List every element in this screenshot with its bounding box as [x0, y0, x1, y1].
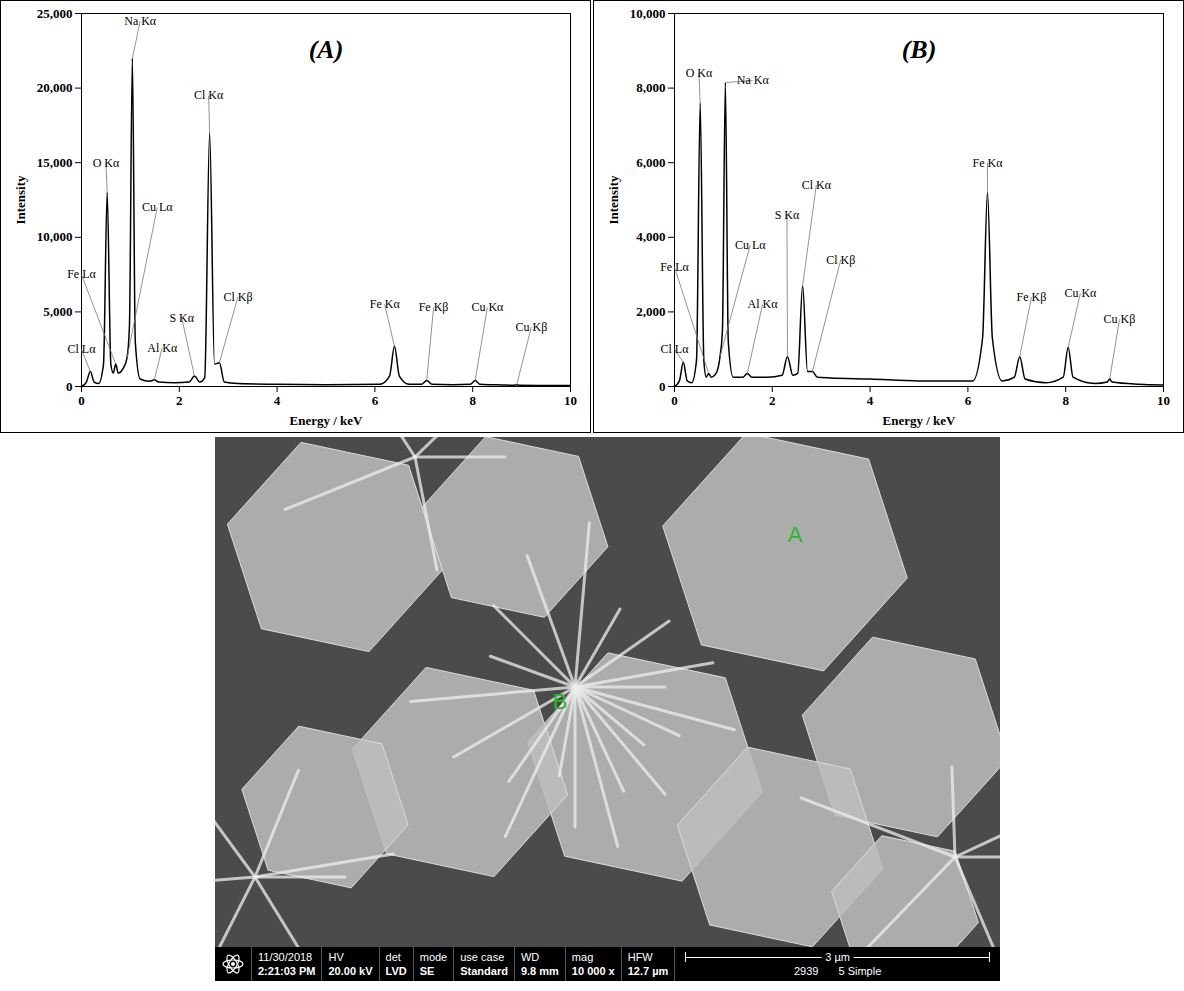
- svg-text:5,000: 5,000: [43, 304, 72, 319]
- html-text:2:21:03 PM: 2:21:03 PM: [258, 965, 316, 977]
- svg-text:Cu Kα: Cu Kα: [471, 300, 504, 314]
- svg-text:Cu Kβ: Cu Kβ: [515, 320, 547, 334]
- svg-text:10: 10: [564, 393, 577, 408]
- html-text:mode: mode: [419, 951, 448, 963]
- svg-text:Cl Kβ: Cl Kβ: [826, 253, 855, 267]
- svg-text:2,000: 2,000: [636, 304, 665, 319]
- svg-text:20,000: 20,000: [37, 80, 73, 95]
- svg-text:4: 4: [274, 393, 281, 408]
- svg-text:0: 0: [66, 379, 73, 394]
- svg-text:Energy / keV: Energy / keV: [290, 413, 364, 428]
- svg-text:Cu Kβ: Cu Kβ: [1104, 312, 1136, 326]
- svg-text:Fe Kβ: Fe Kβ: [419, 300, 449, 314]
- svg-text:Intensity: Intensity: [606, 175, 621, 225]
- svg-text:Cl Lα: Cl Lα: [661, 342, 690, 356]
- svg-text:6,000: 6,000: [636, 155, 665, 170]
- svg-text:Al Kα: Al Kα: [748, 297, 779, 311]
- html-text:10 000 x: 10 000 x: [571, 965, 615, 977]
- svg-text:S Kα: S Kα: [169, 311, 194, 325]
- svg-text:6: 6: [965, 393, 972, 408]
- svg-text:10,000: 10,000: [630, 6, 666, 21]
- svg-text:Cu Kα: Cu Kα: [1064, 286, 1097, 300]
- svg-text:25,000: 25,000: [37, 6, 73, 21]
- html-text:5 Simple: 5 Simple: [838, 965, 882, 977]
- svg-text:0: 0: [78, 393, 85, 408]
- svg-text:Fe Kα: Fe Kα: [972, 156, 1003, 170]
- svg-text:0: 0: [671, 393, 678, 408]
- svg-text:10,000: 10,000: [37, 229, 73, 244]
- svg-text:B: B: [553, 689, 568, 714]
- svg-text:Cu Lα: Cu Lα: [142, 200, 173, 214]
- html-text:3 µm: 3 µm: [825, 951, 850, 963]
- svg-text:S Kα: S Kα: [775, 208, 800, 222]
- svg-text:O Kα: O Kα: [686, 66, 713, 80]
- html-text:det: det: [385, 951, 401, 963]
- html-text:HV: HV: [328, 951, 344, 963]
- html-text:SE: SE: [419, 965, 435, 977]
- svg-text:8: 8: [469, 393, 476, 408]
- svg-text:Intensity: Intensity: [13, 175, 28, 225]
- html-text:use case: use case: [460, 951, 505, 963]
- svg-text:6: 6: [372, 393, 379, 408]
- svg-text:4: 4: [867, 393, 874, 408]
- svg-text:Cl Kα: Cl Kα: [194, 88, 224, 102]
- html-text:mag: mag: [571, 951, 594, 963]
- svg-text:Na Kα: Na Kα: [124, 14, 157, 28]
- html-text:9.8 mm: 9.8 mm: [520, 965, 559, 977]
- svg-text:2: 2: [176, 393, 183, 408]
- svg-text:Fe Lα: Fe Lα: [67, 267, 96, 281]
- svg-text:4,000: 4,000: [636, 229, 665, 244]
- html-text:20.00 kV: 20.00 kV: [328, 965, 373, 977]
- svg-text:Fe Kβ: Fe Kβ: [1017, 290, 1047, 304]
- html-text:LVD: LVD: [385, 965, 407, 977]
- svg-text:Cu Lα: Cu Lα: [735, 238, 766, 252]
- html-text:Standard: Standard: [460, 965, 508, 977]
- svg-text:Energy / keV: Energy / keV: [883, 413, 957, 428]
- svg-text:(B): (B): [902, 35, 937, 64]
- svg-text:(A): (A): [309, 35, 344, 64]
- html-text:2939: 2939: [794, 965, 819, 977]
- svg-text:Cl Kα: Cl Kα: [802, 178, 832, 192]
- html-text:HFW: HFW: [627, 951, 653, 963]
- svg-text:15,000: 15,000: [37, 155, 73, 170]
- svg-text:Cl Lα: Cl Lα: [68, 342, 97, 356]
- svg-text:10: 10: [1157, 393, 1170, 408]
- html-text:WD: WD: [520, 951, 540, 963]
- svg-text:Fe Lα: Fe Lα: [660, 260, 689, 274]
- svg-text:8: 8: [1062, 393, 1069, 408]
- svg-text:Na Kα: Na Kα: [737, 73, 770, 87]
- html-text:12.7 µm: 12.7 µm: [627, 965, 669, 977]
- svg-text:Cl Kβ: Cl Kβ: [223, 290, 252, 304]
- svg-text:A: A: [788, 522, 803, 547]
- svg-text:Fe Kα: Fe Kα: [370, 297, 401, 311]
- svg-text:0: 0: [659, 379, 666, 394]
- svg-text:O Kα: O Kα: [93, 156, 120, 170]
- svg-text:Al Kα: Al Kα: [147, 341, 178, 355]
- svg-text:8,000: 8,000: [636, 80, 665, 95]
- svg-text:2: 2: [769, 393, 776, 408]
- html-text:11/30/2018: 11/30/2018: [258, 951, 313, 963]
